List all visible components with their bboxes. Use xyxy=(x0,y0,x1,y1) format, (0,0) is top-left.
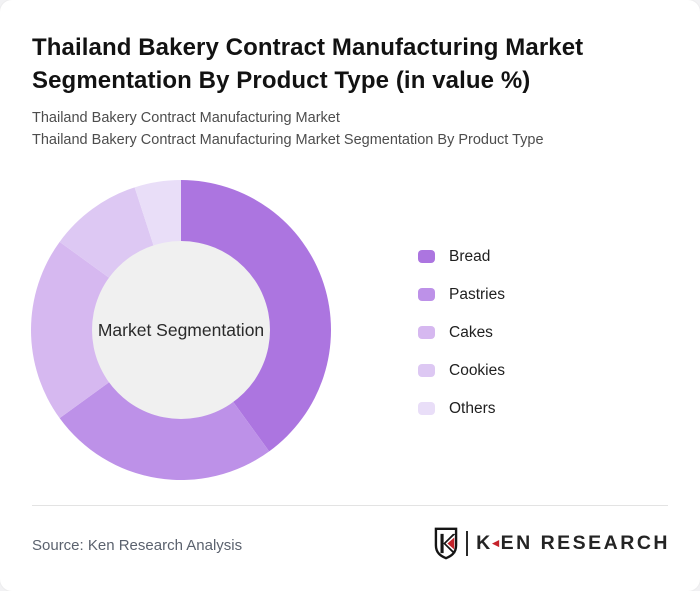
legend-item-pastries: Pastries xyxy=(418,285,505,303)
legend-label: Others xyxy=(449,399,496,417)
legend-item-bread: Bread xyxy=(418,247,505,265)
logo-divider-bar xyxy=(466,531,469,556)
ken-research-shield-icon xyxy=(434,527,458,560)
legend-label: Pastries xyxy=(449,285,505,303)
chart-legend: Bread Pastries Cakes Cookies Others xyxy=(418,247,505,417)
logo-red-triangle-icon: ◄ xyxy=(489,536,502,550)
logo-text-rest: EN RESEARCH xyxy=(500,532,670,554)
chart-title: Thailand Bakery Contract Manufacturing M… xyxy=(32,34,584,94)
legend-swatch-icon xyxy=(418,364,435,377)
donut-svg xyxy=(31,180,331,480)
legend-label: Bread xyxy=(449,247,491,265)
legend-swatch-icon xyxy=(418,326,435,339)
subtitle-line-2: Thailand Bakery Contract Manufacturing M… xyxy=(32,131,544,148)
source-note: Source: Ken Research Analysis xyxy=(32,537,243,554)
legend-item-cookies: Cookies xyxy=(418,361,505,379)
chart-subtitles: Thailand Bakery Contract Manufacturing M… xyxy=(32,108,544,151)
legend-swatch-icon xyxy=(418,288,435,301)
footer-divider xyxy=(32,505,668,506)
logo-wordmark: K◄EN RESEARCH xyxy=(476,532,670,555)
logo-text-k: K xyxy=(476,532,493,554)
donut-hole xyxy=(92,241,270,419)
legend-swatch-icon xyxy=(418,250,435,263)
legend-label: Cakes xyxy=(449,323,493,341)
legend-item-cakes: Cakes xyxy=(418,323,505,341)
legend-item-others: Others xyxy=(418,399,505,417)
subtitle-line-1: Thailand Bakery Contract Manufacturing M… xyxy=(32,110,340,126)
legend-label: Cookies xyxy=(449,361,505,379)
donut-chart: Market Segmentation xyxy=(21,170,341,490)
ken-research-logo: K◄EN RESEARCH xyxy=(433,527,670,560)
legend-swatch-icon xyxy=(418,402,435,415)
